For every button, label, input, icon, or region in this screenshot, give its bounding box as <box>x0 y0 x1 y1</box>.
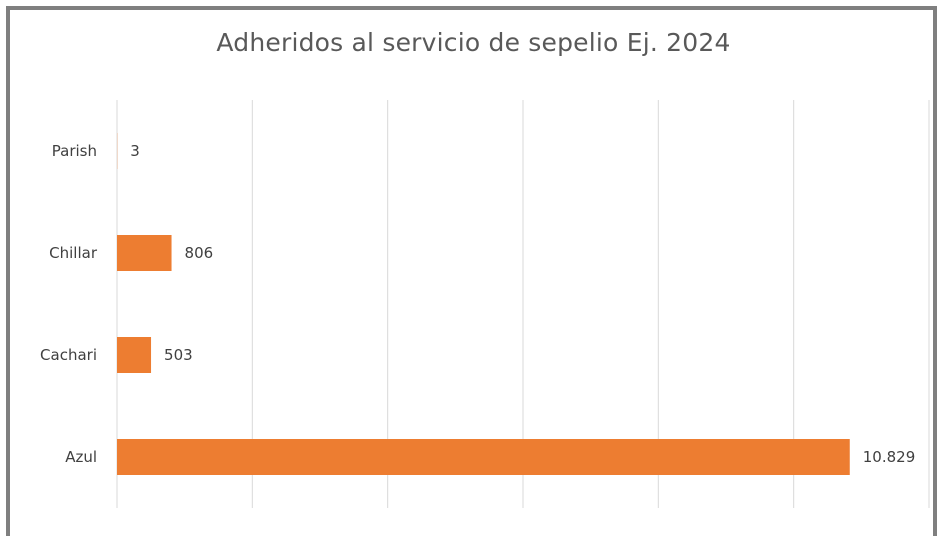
data-label-chillar: 806 <box>185 244 214 262</box>
data-label-azul: 10.829 <box>863 448 916 466</box>
bar-azul <box>117 439 850 475</box>
bar-cachari <box>117 337 151 373</box>
category-label-chillar: Chillar <box>49 244 98 262</box>
bar-chillar <box>117 235 172 271</box>
data-label-cachari: 503 <box>164 346 193 364</box>
data-label-parish: 3 <box>130 142 140 160</box>
category-label-cachari: Cachari <box>40 346 97 364</box>
bars <box>117 133 850 475</box>
labels: Parish 3 Chillar 806 Cachari 503 Azul 10.829 <box>40 142 915 466</box>
category-label-parish: Parish <box>52 142 97 160</box>
category-label-azul: Azul <box>65 448 97 466</box>
